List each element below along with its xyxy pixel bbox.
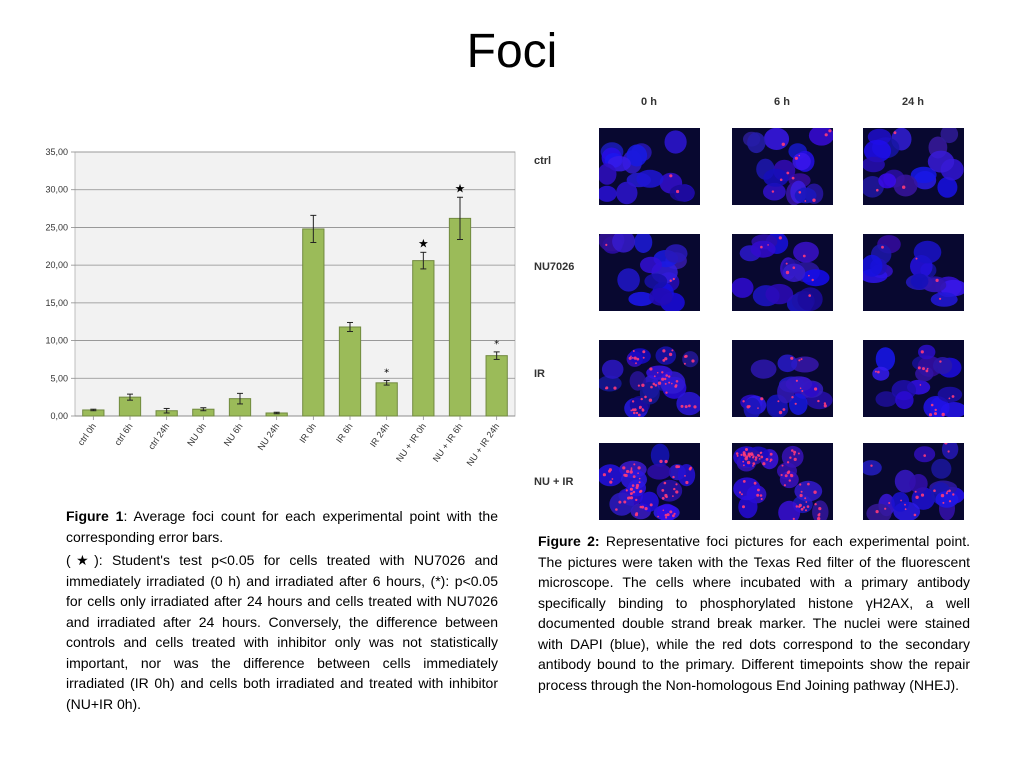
- x-tick-label: ctrl 6h: [112, 421, 134, 447]
- micrograph-image: [863, 234, 964, 311]
- microscopy-picture: [732, 128, 833, 205]
- y-tick-label: 5,00: [50, 373, 68, 383]
- x-tick-label: NU 6h: [222, 421, 245, 448]
- figure-2-text: Representative foci pictures for each ex…: [538, 533, 971, 693]
- micrograph-image: [599, 234, 700, 311]
- micrograph-image: [863, 340, 964, 417]
- row-label: ctrl: [534, 155, 552, 167]
- x-tick-label: IR 24h: [368, 421, 391, 448]
- figure-1-caption: Figure 1: Average foci count for each ex…: [66, 506, 498, 717]
- micrograph-image: [599, 128, 700, 205]
- y-tick-label: 35,00: [45, 147, 68, 157]
- figure-1-label: Figure 1: [66, 508, 124, 524]
- column-header: 24 h: [901, 96, 924, 108]
- significance-marker: *: [384, 368, 389, 379]
- significance-marker: *: [494, 339, 499, 350]
- microscopy-picture: [599, 128, 700, 205]
- bar-nu-ir-24h: [485, 355, 508, 417]
- micrograph-image: [863, 443, 964, 520]
- microscopy-picture: [863, 340, 964, 417]
- micrograph-grid: 0 h 6 h 24 h ctrl NU7026 IR NU + IR: [530, 92, 970, 522]
- y-tick-label: 10,00: [45, 336, 68, 346]
- row-label: NU7026: [534, 261, 575, 273]
- figure-1-text: : Average foci count for each experiment…: [66, 508, 498, 545]
- x-tick-label: NU + IR 6h: [431, 421, 465, 463]
- bar-ir-0h: [302, 228, 325, 417]
- microscopy-picture: [863, 234, 964, 311]
- microscopy-picture: [863, 443, 964, 520]
- x-tick-label: NU + IR 0h: [394, 421, 428, 463]
- microscopy-picture: [863, 128, 964, 205]
- significance-marker: ★: [418, 236, 429, 250]
- microscopy-picture: [732, 443, 833, 520]
- bar-nu-ir-6h: [448, 217, 472, 417]
- microscopy-picture: [732, 340, 833, 417]
- y-tick-label: 20,00: [45, 260, 68, 270]
- column-header: 0 h: [641, 96, 657, 108]
- x-tick-label: ctrl 24h: [146, 421, 171, 451]
- bar-nu-ir-0h: [412, 260, 435, 417]
- row-label: IR: [534, 368, 545, 380]
- microscopy-picture: [599, 443, 700, 520]
- figure-2-label: Figure 2:: [538, 533, 600, 549]
- y-tick-label: 30,00: [45, 185, 68, 195]
- micrograph-image: [732, 340, 833, 417]
- bar-ir-6h: [338, 326, 362, 417]
- microscopy-picture: [732, 234, 833, 311]
- x-tick-label: NU 24h: [256, 421, 282, 452]
- x-tick-label: ctrl 0h: [76, 421, 98, 447]
- micrograph-image: [599, 340, 700, 417]
- figure-1-description: Figure 1: Average foci count for each ex…: [66, 506, 498, 547]
- micrograph-image: [732, 443, 833, 520]
- row-label: NU + IR: [534, 476, 574, 488]
- foci-bar-chart: 0,00 5,00 10,00 15,00 20,00 25,00 30,00 35,00 ct…: [45, 147, 516, 468]
- x-tick-label: IR 6h: [334, 421, 355, 444]
- slide-title: Foci: [466, 25, 558, 78]
- micrograph-image: [732, 128, 833, 205]
- y-tick-label: 0,00: [50, 411, 68, 421]
- microscopy-picture: [599, 234, 700, 311]
- bar-ir-24h: [375, 382, 398, 417]
- figure-2-caption: Figure 2: Representative foci pictures f…: [538, 531, 970, 695]
- x-tick-label: NU 0h: [185, 421, 208, 448]
- plot-area: [74, 151, 516, 417]
- x-tick-label: IR 0h: [297, 421, 318, 444]
- figure-1-statistics: (★): Student's test p<0.05 for cells tre…: [66, 552, 498, 712]
- microscopy-picture: [599, 340, 700, 417]
- micrograph-image: [863, 128, 964, 205]
- micrograph-image: [732, 234, 833, 311]
- y-tick-label: 25,00: [45, 222, 68, 232]
- y-tick-label: 15,00: [45, 298, 68, 308]
- column-header: 6 h: [774, 96, 790, 108]
- micrograph-image: [599, 443, 700, 520]
- x-tick-label: NU + IR 24h: [465, 421, 502, 468]
- significance-marker: ★: [455, 181, 466, 195]
